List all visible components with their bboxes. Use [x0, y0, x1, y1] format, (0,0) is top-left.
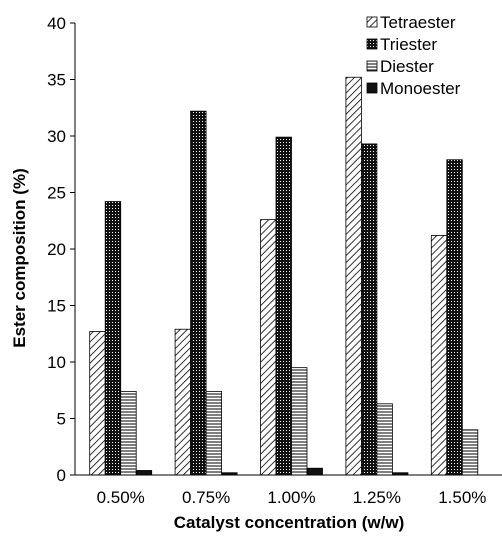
y-tick-label: 30: [47, 127, 66, 146]
bar-diester-3: [376, 403, 393, 476]
x-tick-label: 1.25%: [353, 488, 401, 507]
bar-tetraester-2: [260, 219, 277, 476]
x-axis-title: Catalyst concentration (w/w): [174, 513, 404, 532]
bar-monoester-2: [306, 467, 323, 476]
legend: Tetraester Triester Diester Monoester: [366, 13, 461, 98]
legend-swatch-monoester: [366, 82, 378, 94]
bar-diester-4: [461, 429, 479, 476]
y-tick-label: 15: [47, 297, 66, 316]
y-axis: 0 5 10 15 20 25 30 35 40: [47, 14, 76, 485]
bar-diester-1: [205, 390, 223, 476]
x-axis: 0.50% 0.75% 1.00% 1.25% 1.50%: [75, 474, 502, 507]
x-tick-label: 1.50%: [438, 488, 486, 507]
x-tick-label: 0.50%: [97, 488, 145, 507]
legend-label-monoester: Monoester: [380, 79, 461, 98]
legend-label-tetraester: Tetraester: [380, 13, 456, 32]
y-tick-label: 0: [57, 466, 66, 485]
y-tick-label: 25: [47, 184, 66, 203]
bar-diester-2: [291, 367, 308, 476]
y-tick-label: 10: [47, 353, 66, 372]
legend-swatch-triester: [366, 38, 378, 50]
legend-swatch-diester: [366, 60, 378, 72]
legend-label-triester: Triester: [380, 35, 437, 54]
bar-triester-0: [104, 201, 122, 476]
bar-triester-3: [360, 143, 378, 476]
bar-monoester-0: [135, 470, 153, 476]
bar-triester-1: [190, 110, 207, 476]
bar-tetraester-4: [430, 235, 448, 476]
x-tick-label: 0.75%: [182, 488, 230, 507]
y-tick-label: 20: [47, 240, 66, 259]
bar-tetraester-1: [174, 328, 192, 476]
legend-label-diester: Diester: [380, 57, 434, 76]
y-tick-label: 35: [47, 71, 66, 90]
plot-area: [89, 76, 479, 476]
bar-tetraester-3: [345, 76, 362, 476]
bar-triester-4: [446, 159, 463, 476]
legend-swatch-tetraester: [366, 16, 378, 28]
bar-diester-0: [120, 390, 137, 476]
y-axis-title: Ester composition (%): [10, 168, 29, 347]
bar-tetraester-0: [89, 331, 106, 476]
x-tick-label: 1.00%: [267, 488, 315, 507]
y-tick-label: 40: [47, 14, 66, 33]
y-tick-label: 5: [57, 410, 66, 429]
bar-triester-2: [275, 136, 292, 476]
